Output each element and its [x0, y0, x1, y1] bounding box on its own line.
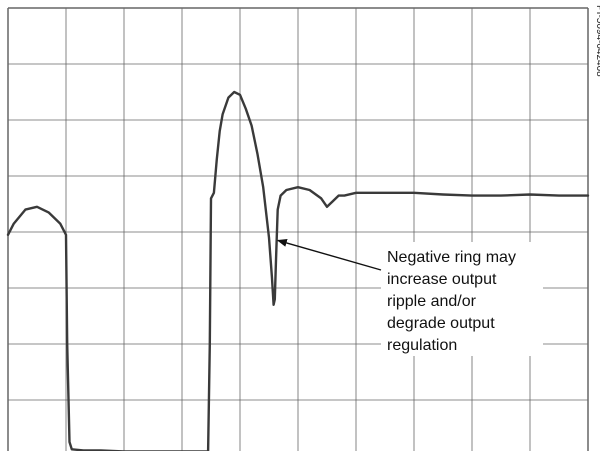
- grid: [7, 7, 589, 451]
- annotation-line: degrade output: [387, 315, 495, 332]
- annotation-line: ripple and/or: [387, 293, 477, 310]
- figure-id-label: PI-5094-042408: [594, 5, 600, 77]
- annotation-line: increase output: [387, 271, 497, 288]
- annotation-line: regulation: [387, 337, 457, 354]
- annotation-arrow: [276, 239, 382, 271]
- scope-trace: [6, 90, 590, 451]
- annotation-background: [381, 242, 543, 356]
- annotation-line: Negative ring may: [387, 249, 516, 266]
- annotation-text: Negative ring may increase output ripple…: [387, 249, 520, 354]
